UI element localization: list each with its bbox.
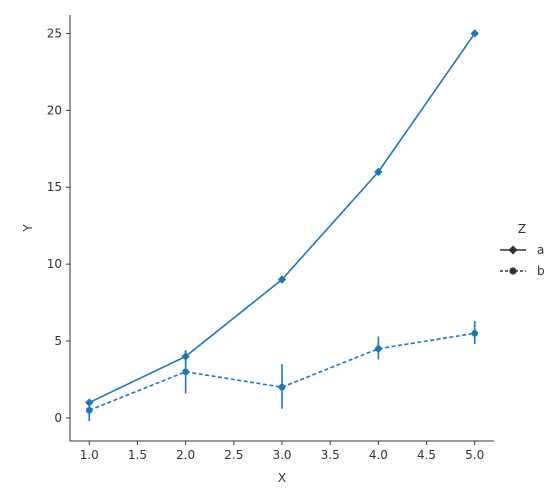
x-axis-label: X — [278, 471, 286, 485]
data-point-b — [182, 368, 189, 376]
legend-item-a: a — [500, 243, 544, 257]
x-tick-label: 4.5 — [417, 448, 436, 462]
y-tick-label: 15 — [47, 180, 62, 194]
legend: Z ab — [500, 222, 545, 278]
data-point-b — [278, 383, 286, 391]
data-point-b — [375, 345, 382, 353]
y-tick-label: 10 — [47, 257, 62, 271]
data-point-a — [374, 167, 383, 177]
x-tick-label: 1.5 — [128, 448, 147, 462]
y-tick-label: 5 — [54, 334, 62, 348]
y-tick-label: 20 — [47, 103, 62, 117]
x-axis-ticks: 1.0 1.5 2.0 2.5 3.0 3.5 4.0 4.5 5.0 — [80, 441, 484, 462]
x-tick-label: 5.0 — [465, 448, 484, 462]
x-tick-label: 3.5 — [321, 448, 340, 462]
data-point-b — [471, 330, 479, 337]
series-a — [85, 29, 479, 407]
legend-label-a: a — [537, 243, 544, 257]
series-b — [85, 321, 479, 422]
y-axis-ticks: 0 5 10 15 20 25 — [47, 26, 70, 425]
y-axis-label: Y — [21, 224, 35, 233]
series-line-a — [88, 32, 476, 404]
legend-marker-a — [508, 245, 518, 255]
legend-items: ab — [500, 243, 545, 278]
x-tick-label: 1.0 — [80, 448, 99, 462]
x-tick-label: 3.0 — [272, 448, 291, 462]
data-point-b — [85, 406, 93, 414]
x-tick-label: 2.5 — [224, 448, 243, 462]
plot-marks — [85, 29, 479, 422]
legend-item-b: b — [500, 264, 545, 278]
data-point-a — [470, 29, 479, 38]
data-point-a — [277, 275, 287, 284]
x-tick-label: 4.0 — [369, 448, 388, 462]
legend-title: Z — [518, 222, 526, 236]
legend-label-b: b — [537, 264, 545, 278]
x-tick-label: 2.0 — [176, 448, 195, 462]
y-tick-label: 25 — [47, 26, 62, 40]
y-tick-label: 0 — [54, 411, 62, 425]
legend-marker-b — [509, 267, 517, 275]
